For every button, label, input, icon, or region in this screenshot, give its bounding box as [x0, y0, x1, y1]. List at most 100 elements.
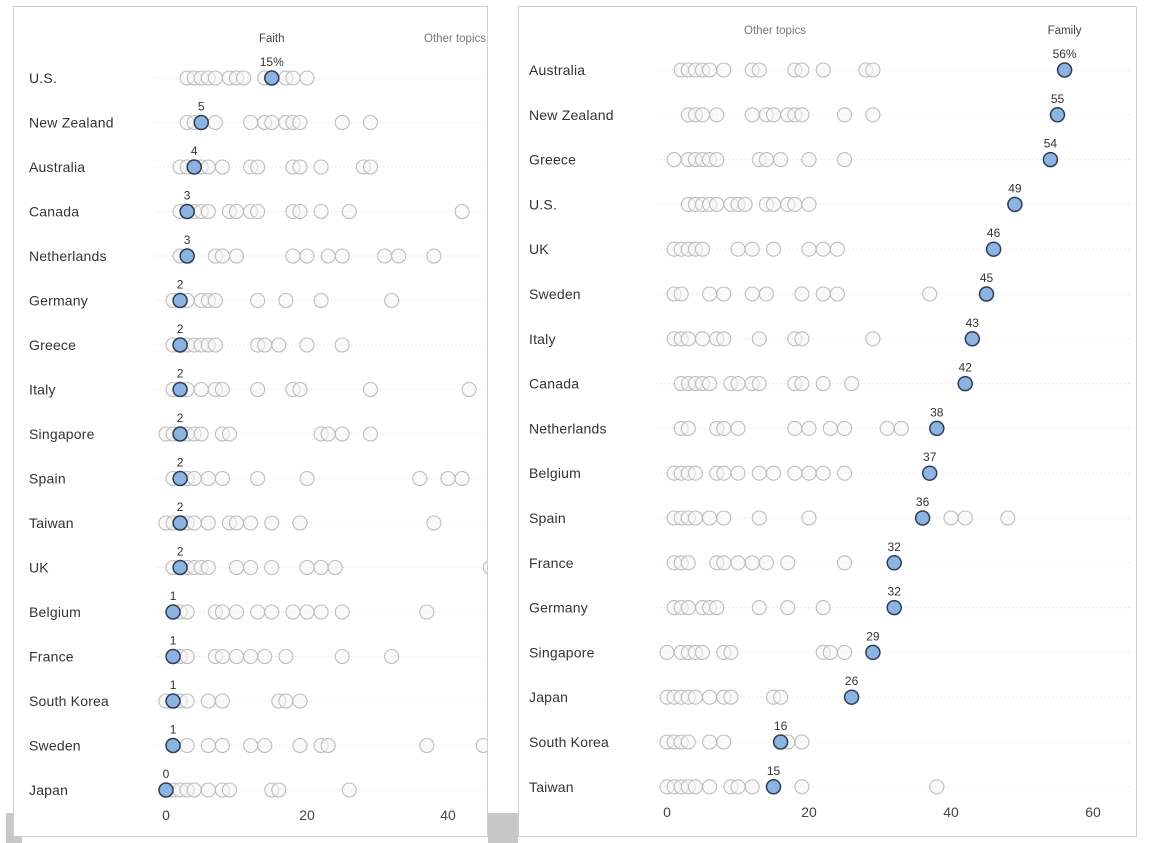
other-topic-dot-spain-9: [957, 510, 973, 526]
other-topic-dot-japan-4: [200, 782, 216, 798]
faith-dot-japan: [158, 782, 174, 798]
other-topic-dot-taiwan-4: [687, 779, 703, 795]
faith-value-label-singapore: 2: [177, 411, 184, 425]
other-topic-dot-spain-6: [299, 470, 315, 487]
family-dot-uk: [985, 241, 1002, 257]
family-dot-greece: [1042, 151, 1059, 168]
other-topic-dot-australia-5: [716, 62, 732, 78]
faith-dot-belgium: [165, 604, 181, 620]
other-topic-dot-belgium-6: [264, 604, 280, 620]
other-topic-dot-new-zealand-6: [765, 107, 782, 123]
other-topic-dot-sweden-1: [200, 737, 216, 754]
other-topic-dot-singapore-4: [694, 644, 711, 660]
other-topic-dot-sweden-1: [673, 286, 689, 302]
other-topic-dot-uk-8: [299, 559, 315, 576]
other-topic-dot-italy-9: [865, 331, 881, 347]
other-topic-dot-sweden-0: [179, 737, 195, 754]
family-dot-south-korea: [772, 734, 789, 750]
other-topic-dot-italy-8: [362, 381, 379, 398]
other-topic-dot-france-5: [243, 648, 259, 665]
other-topic-dot-japan-6: [221, 782, 237, 798]
other-topic-dot-spain-6: [751, 510, 767, 526]
other-topic-dot-france-4: [228, 648, 245, 665]
country-label-greece: Greece: [529, 152, 576, 168]
other-topic-dot-japan-5: [702, 689, 718, 705]
country-label-sweden: Sweden: [29, 738, 81, 754]
faith-value-label-u-s: 15%: [260, 55, 284, 69]
faith-dot-greece: [172, 337, 188, 353]
country-label-canada: Canada: [29, 204, 79, 220]
other-topic-dot-spain-5: [250, 470, 266, 487]
other-topic-dot-belgium-8: [765, 465, 782, 481]
faith-value-label-australia: 4: [191, 144, 198, 158]
other-topic-dot-u-s-12: [801, 196, 817, 212]
other-topic-dot-singapore-9: [334, 426, 350, 442]
other-topic-dot-netherlands-9: [391, 248, 407, 264]
faith-value-label-belgium: 1: [170, 589, 177, 603]
other-topic-dot-france-7: [758, 555, 774, 571]
faith-dot-new-zealand: [193, 114, 209, 131]
country-label-germany: Germany: [529, 600, 588, 616]
other-topic-dot-belgium-9: [313, 604, 329, 620]
other-topic-dot-singapore-0: [659, 644, 675, 660]
faith-value-label-netherlands: 3: [184, 233, 191, 247]
other-topic-dot-germany-4: [207, 292, 223, 309]
family-header: Family: [1048, 25, 1082, 37]
other-topic-dot-spain-3: [687, 510, 703, 526]
other-topic-dot-taiwan-8: [744, 779, 760, 795]
family-dot-belgium: [921, 465, 938, 481]
family-dot-sweden: [978, 286, 995, 302]
x-tick-0: 0: [663, 804, 671, 820]
faith-dot-france: [165, 648, 181, 665]
country-label-canada: Canada: [529, 376, 579, 392]
other-topic-dot-u-s-7: [236, 70, 252, 86]
other-topic-dot-italy-7: [292, 381, 308, 398]
other-topic-dot-uk-8: [801, 241, 817, 257]
country-label-australia: Australia: [529, 62, 585, 78]
other-topic-dot-singapore-8: [822, 644, 838, 660]
other-topic-dot-canada-10: [313, 203, 329, 220]
country-label-japan: Japan: [29, 782, 68, 798]
country-label-belgium: Belgium: [29, 604, 81, 620]
other-topic-dot-france-7: [278, 648, 294, 665]
other-topic-dot-new-zealand-9: [794, 107, 810, 123]
family-value-label-spain: 36: [916, 495, 930, 509]
faith-value-label-germany: 2: [177, 278, 184, 292]
other-topic-dot-canada-10: [794, 376, 810, 392]
other-topic-dot-netherlands-8: [376, 248, 393, 264]
family-dot-germany: [886, 599, 902, 616]
other-topic-dot-sweden-9: [922, 286, 938, 302]
faith-value-label-taiwan: 2: [177, 500, 184, 514]
other-topics-header: Other topics: [744, 25, 806, 37]
country-label-japan: Japan: [529, 689, 568, 705]
family-value-label-australia: 56%: [1053, 47, 1077, 61]
other-topic-dot-italy-5: [250, 381, 266, 398]
other-topic-dot-italy-3: [694, 331, 711, 347]
other-topic-dot-netherlands-9: [879, 420, 895, 436]
other-topic-dot-sweden-7: [815, 286, 831, 302]
other-topic-dot-australia-9: [313, 159, 329, 175]
other-topic-dot-sweden-9: [475, 737, 487, 754]
other-topic-dot-south-korea-4: [214, 693, 230, 709]
other-topic-dot-netherlands-3: [228, 248, 245, 264]
family-dot-netherlands: [929, 420, 945, 437]
other-topic-dot-japan-7: [723, 689, 739, 705]
other-topic-dot-australia-12: [865, 62, 881, 78]
other-topic-dot-australia-10: [815, 62, 831, 78]
other-topic-dot-new-zealand-10: [362, 114, 379, 131]
other-topic-dot-france-9: [384, 648, 400, 665]
country-label-south-korea: South Korea: [29, 693, 109, 709]
other-topic-dot-netherlands-1: [680, 420, 696, 436]
faith-dot-netherlands: [179, 248, 195, 264]
other-topic-dot-u-s-9: [765, 196, 782, 212]
other-topic-dot-netherlands-3: [716, 420, 732, 436]
other-topic-dot-uk-7: [264, 559, 280, 576]
other-topic-dot-germany-6: [751, 600, 767, 616]
other-topic-dot-uk-7: [765, 241, 782, 257]
other-topic-dot-netherlands-6: [801, 420, 817, 436]
other-topic-dot-spain-8: [440, 470, 456, 487]
other-topic-dot-uk-10: [829, 241, 845, 257]
country-label-netherlands: Netherlands: [529, 420, 607, 436]
family-dot-canada: [957, 375, 973, 392]
country-label-italy: Italy: [529, 331, 556, 347]
